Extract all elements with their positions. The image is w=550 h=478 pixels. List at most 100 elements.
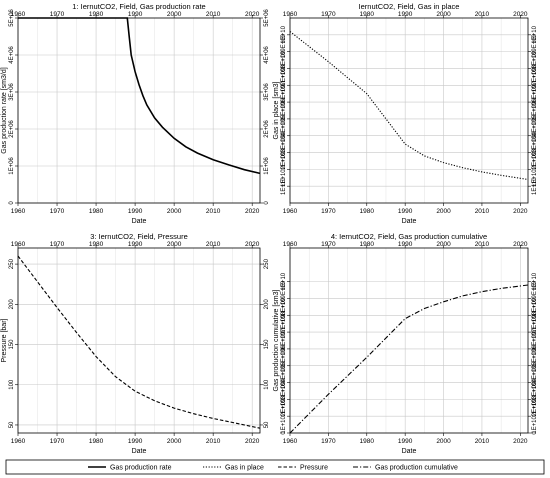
x-tick-label-top: 1970	[321, 11, 336, 18]
y-tick-label: 5E+06	[9, 9, 15, 27]
y-tick-label: 250	[9, 258, 15, 269]
y-tick-label-right: 150	[264, 339, 270, 350]
chart-panel-1: 1: IernutCO2, Field, Gas production rate…	[1, 2, 270, 225]
series-line	[18, 17, 261, 175]
y-axis-label: Gas production cumulative [sm3]	[273, 289, 280, 391]
x-tick-label-top: 2020	[513, 11, 528, 18]
x-tick-label: 1960	[11, 208, 26, 215]
x-tick-label-top: 1980	[360, 11, 375, 18]
y-tick-label: 1E+104E+09	[281, 118, 287, 154]
x-tick-label-top: 2010	[206, 11, 221, 18]
x-tick-label-top: 1970	[50, 11, 65, 18]
y-tick-label: 1E+106E+09	[281, 331, 287, 367]
x-tick-label: 1970	[321, 438, 336, 445]
y-tick-label-right: 200	[264, 299, 270, 310]
chart-panel-4: 4: IernutCO2, Field, Gas production cumu…	[273, 232, 538, 455]
series-line	[289, 284, 529, 434]
y-tick-label-right: 1E+106E+09	[532, 84, 538, 120]
y-tick-label-right: 1E+103E+09	[532, 134, 538, 170]
x-tick-label-top: 1990	[398, 11, 413, 18]
x-tick-label: 1980	[360, 438, 375, 445]
x-tick-label: 1990	[398, 438, 413, 445]
x-tick-label-top: 1960	[283, 241, 298, 248]
y-tick-label: 50	[9, 421, 15, 428]
x-tick-label-top: 2020	[245, 11, 260, 18]
y-tick-label-right: 3E+06	[264, 83, 270, 101]
x-tick-label-top: 2020	[513, 241, 528, 248]
plot-frame	[289, 247, 529, 434]
x-tick-label: 1970	[321, 208, 336, 215]
y-tick-label-right: 1E+06	[264, 157, 270, 175]
y-tick-label: 1E+104E+09	[281, 364, 287, 400]
y-tick-label-right: 1E+105E+09	[532, 101, 538, 137]
y-tick-label-right: 1E+106E+09	[532, 331, 538, 367]
x-tick-label: 1960	[283, 208, 298, 215]
legend-label: Gas production rate	[110, 465, 172, 472]
chart-panel-2: IernutCO2, Field, Gas in place 1960 1960 19…	[273, 2, 538, 225]
x-tick-label-top: 1990	[128, 11, 143, 18]
y-tick-label-right: 100	[264, 379, 270, 390]
x-tick-label-top: 2000	[436, 11, 451, 18]
y-tick-label: 0	[281, 431, 287, 435]
x-tick-label-top: 2010	[206, 241, 221, 248]
y-tick-label-right: 1E+105E+09	[532, 348, 538, 384]
x-tick-label-top: 1970	[50, 241, 65, 248]
x-tick-label: 2010	[206, 208, 221, 215]
y-tick-label: 1E+06	[9, 157, 15, 175]
x-tick-label-top: 2020	[245, 241, 260, 248]
x-tick-label-top: 2010	[475, 11, 490, 18]
x-tick-label: 2000	[436, 438, 451, 445]
y-tick-label-right: 1E+102E+09	[532, 398, 538, 434]
x-tick-label-top: 1960	[283, 11, 298, 18]
y-tick-label-right: 0	[264, 201, 270, 205]
x-tick-label-top: 1990	[398, 241, 413, 248]
legend-label: Gas in place	[225, 465, 264, 472]
x-tick-label: 1990	[398, 208, 413, 215]
x-tick-label: 2020	[245, 438, 260, 445]
y-tick-label-right: 0	[532, 431, 538, 435]
y-tick-label: 1E+106E+09	[281, 84, 287, 120]
x-tick-label-top: 2000	[167, 11, 182, 18]
plot-frame	[17, 17, 261, 204]
x-tick-label-top: 2010	[475, 241, 490, 248]
x-tick-label: 2020	[513, 208, 528, 215]
y-tick-label: 1E+105E+09	[281, 101, 287, 137]
chart-title: 3: IernutCO2, Field, Pressure	[90, 232, 188, 241]
legend-box	[5, 459, 545, 475]
y-tick-label-right: 1E+107E+09	[532, 67, 538, 103]
y-tick-label: 1E+108E+09	[281, 50, 287, 86]
y-tick-label: 1E+107E+09	[281, 314, 287, 350]
x-tick-label: 1980	[89, 438, 104, 445]
y-tick-label: 100	[9, 379, 15, 390]
legend-label: Pressure	[300, 465, 328, 472]
x-tick-label-top: 1960	[11, 241, 26, 248]
y-axis-label: Gas in place [sm3]	[273, 81, 280, 139]
plot-frame	[17, 247, 261, 434]
x-tick-label: 2010	[475, 208, 490, 215]
x-tick-label-top: 1970	[321, 241, 336, 248]
y-tick-label-right: 1E+108E+09	[532, 50, 538, 86]
y-tick-label-right: 1E+107E+09	[532, 314, 538, 350]
x-tick-label: 1960	[11, 438, 26, 445]
y-tick-label-right: 1E+109E+09	[532, 280, 538, 316]
x-tick-label: 2010	[475, 438, 490, 445]
x-tick-label-top: 2000	[436, 241, 451, 248]
x-tick-label: 2020	[245, 208, 260, 215]
x-tick-label: 1980	[89, 208, 104, 215]
x-tick-label-top: 2000	[167, 241, 182, 248]
x-tick-label: 1990	[128, 208, 143, 215]
y-tick-label: 1E+107E+09	[281, 67, 287, 103]
y-tick-label: 1E+103E+09	[281, 134, 287, 170]
chart-panel-3: 3: IernutCO2, Field, Pressure 1960 1960 197…	[1, 232, 270, 455]
x-tick-label: 2000	[167, 208, 182, 215]
y-tick-label-right: 1E+10	[532, 177, 538, 195]
y-tick-label: 1E+109E+09	[281, 33, 287, 69]
y-tick-label-right: 5E+06	[264, 9, 270, 27]
y-tick-label: 1E+10	[281, 177, 287, 195]
x-tick-label: 2000	[436, 208, 451, 215]
y-tick-label-right: 1E+103E+09	[532, 381, 538, 417]
x-tick-label: 1990	[128, 438, 143, 445]
x-tick-label: 1970	[50, 208, 65, 215]
y-tick-label-right: 50	[264, 421, 270, 428]
